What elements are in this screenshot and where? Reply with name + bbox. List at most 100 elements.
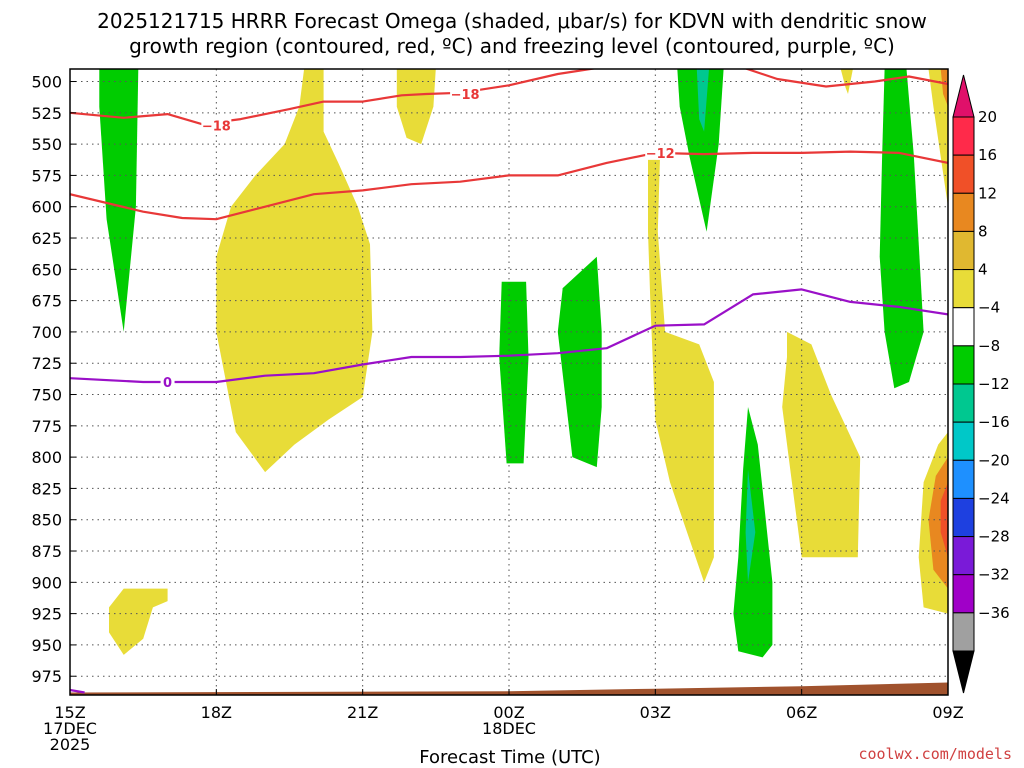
chart-title-line-1: 2025121715 HRRR Forecast Omega (shaded, … xyxy=(97,9,927,33)
terrain-surface xyxy=(70,682,948,695)
omega-region-green-3 xyxy=(557,256,602,468)
y-tick-label-750: 750 xyxy=(31,386,62,405)
colorbar-label-6: −8 xyxy=(978,337,1000,355)
colorbar-box-7 xyxy=(952,383,975,423)
colorbar-label-10: −24 xyxy=(978,489,1010,507)
x-tick-label-15Z-sub1: 17DEC xyxy=(43,719,97,738)
omega-region-teal-1 xyxy=(696,69,709,132)
contour-minus18-b xyxy=(743,69,948,88)
y-tick-label-525: 525 xyxy=(31,104,62,123)
colorbar-box-2 xyxy=(952,192,975,232)
y-tick-label-775: 775 xyxy=(31,417,62,436)
colorbar-box-4 xyxy=(952,269,975,309)
omega-region-yellow-1 xyxy=(216,69,373,473)
x-axis-label: Forecast Time (UTC) xyxy=(419,747,600,768)
colorbar-label-11: −28 xyxy=(978,528,1010,546)
colorbar-label-9: −20 xyxy=(978,451,1010,469)
contour-0 xyxy=(70,288,948,384)
contour-minus12-label: −12 xyxy=(646,147,675,162)
omega-region-yellow-5 xyxy=(782,331,861,558)
omega-region-green-2 xyxy=(499,281,529,464)
colorbar-label-0: 20 xyxy=(978,108,997,126)
colorbar-label-3: 8 xyxy=(978,222,988,240)
x-tick-label-18Z: 18Z xyxy=(201,703,232,722)
omega-region-orange-1 xyxy=(940,69,948,107)
omega-region-red-1 xyxy=(940,482,948,558)
y-tick-label-550: 550 xyxy=(31,135,62,154)
x-tick-label-21Z: 21Z xyxy=(347,703,378,722)
y-tick-label-700: 700 xyxy=(31,323,62,342)
contour-minus12-label-bg xyxy=(645,144,676,160)
omega-region-green-6 xyxy=(879,69,924,389)
contour-minus18-label-bg xyxy=(201,117,232,133)
colorbar-box-5 xyxy=(952,307,975,347)
y-tick-label-925: 925 xyxy=(31,605,62,624)
contour-0-label: 0 xyxy=(163,376,172,391)
omega-region-yellow-7 xyxy=(928,69,948,207)
colorbar-label-4: 4 xyxy=(978,261,988,279)
colorbar-box-3 xyxy=(952,230,975,271)
contour-0-bottom xyxy=(70,688,85,694)
chart-title-line-2: growth region (contoured, red, ºC) and f… xyxy=(129,34,895,58)
y-tick-label-825: 825 xyxy=(31,479,62,498)
contour-0-label-bg xyxy=(160,374,175,389)
contour-minus18-2-label: −18 xyxy=(451,88,480,103)
omega-shaded-regions xyxy=(99,69,948,658)
colorbar-label-13: −36 xyxy=(978,604,1010,622)
y-tick-label-900: 900 xyxy=(31,573,62,592)
colorbar-box-8 xyxy=(952,421,975,461)
x-tick-label-15Z-sub2: 2025 xyxy=(50,735,91,754)
colorbar-bottom-arrow xyxy=(952,650,975,694)
colorbar-label-12: −32 xyxy=(978,566,1010,584)
colorbar-label-8: −16 xyxy=(978,413,1010,431)
omega-region-teal-2 xyxy=(745,469,756,583)
omega-region-green-4 xyxy=(677,69,724,232)
contour-minus18 xyxy=(70,69,598,126)
y-tick-label-575: 575 xyxy=(31,166,62,185)
colorbar-label-2: 12 xyxy=(978,184,997,202)
y-tick-label-625: 625 xyxy=(31,229,62,248)
y-tick-label-675: 675 xyxy=(31,292,62,311)
grid-lines xyxy=(70,69,948,695)
y-tick-label-725: 725 xyxy=(31,354,62,373)
colorbar-top-arrow xyxy=(952,74,975,118)
y-tick-label-600: 600 xyxy=(31,198,62,217)
colorbar-box-1 xyxy=(952,154,975,194)
contour-minus12 xyxy=(70,150,948,221)
colorbar-box-0 xyxy=(952,116,975,156)
y-tick-label-850: 850 xyxy=(31,511,62,530)
y-tick-label-800: 800 xyxy=(31,448,62,467)
y-tick-label-875: 875 xyxy=(31,542,62,561)
y-tick-label-950: 950 xyxy=(31,636,62,655)
x-tick-label-03Z: 03Z xyxy=(640,703,671,722)
contour-minus18-2-label-bg xyxy=(450,86,481,102)
x-tick-label-15Z: 15Z xyxy=(54,703,85,722)
x-tick-label-06Z: 06Z xyxy=(786,703,817,722)
colorbar-box-12 xyxy=(952,574,975,614)
omega-region-yellow-4 xyxy=(648,150,714,583)
colorbar-label-1: 16 xyxy=(978,146,997,164)
colorbar-box-10 xyxy=(952,497,975,538)
colorbar-box-9 xyxy=(952,459,975,499)
terrain-polygon xyxy=(70,682,948,695)
colorbar: 20 16 12 8 4 −4 −8 −12 −16 −20 −24 −28 −32 −36 xyxy=(952,74,1010,694)
y-tick-label-650: 650 xyxy=(31,260,62,279)
y-axis-ticks: 500 525 550 575 600 625 650 675 700 725 750 775 800 8… xyxy=(31,73,76,686)
omega-region-orange-2 xyxy=(928,457,948,589)
colorbar-box-11 xyxy=(952,536,975,576)
colorbar-box-6 xyxy=(952,345,975,385)
colorbar-box-13 xyxy=(952,612,975,652)
y-tick-label-975: 975 xyxy=(31,667,62,686)
contour-lines: −18 −18 −12 0 xyxy=(70,69,948,694)
colorbar-label-7: −12 xyxy=(978,375,1010,393)
y-tick-label-500: 500 xyxy=(31,73,62,92)
omega-region-green-1 xyxy=(99,69,139,332)
contour-minus18-label: −18 xyxy=(202,119,231,134)
colorbar-label-5: −4 xyxy=(978,299,1000,317)
omega-region-yellow-3 xyxy=(109,588,168,655)
x-tick-label-00Z: 00Z xyxy=(493,703,524,722)
x-tick-label-09Z: 09Z xyxy=(932,703,963,722)
x-tick-label-00Z-sub1: 18DEC xyxy=(482,719,536,738)
